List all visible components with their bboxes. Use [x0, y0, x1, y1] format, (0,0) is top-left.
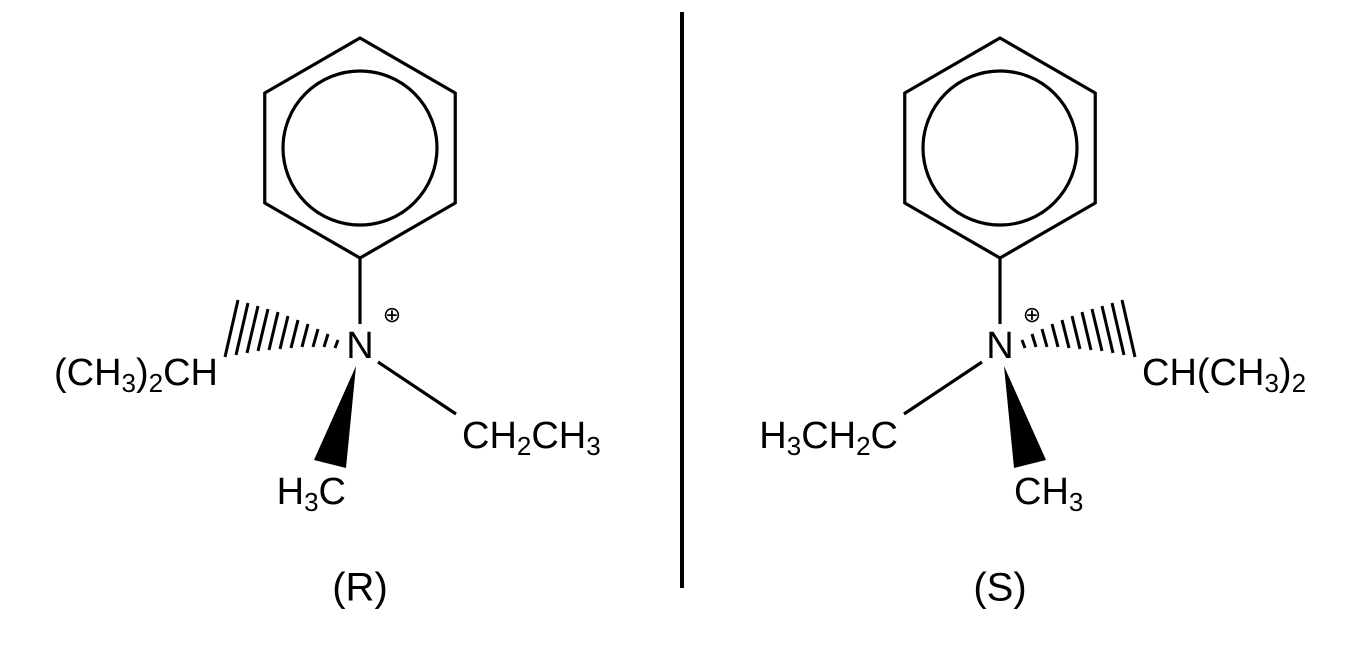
- nitrogen-label-left: N: [346, 325, 373, 367]
- methyl-label-left: H3C: [277, 471, 346, 517]
- solid-wedge-methyl-left: [314, 366, 356, 468]
- molecule-right: N ⊕ CH(CH3)2 H3CH2C CH3 (S): [759, 38, 1306, 610]
- methyl-label-right: CH3: [1014, 471, 1083, 517]
- hash-wedge-left-isopropyl: [225, 300, 338, 357]
- molecule-left: N ⊕ (CH3)2CH CH2CH3 H: [54, 38, 601, 610]
- stereo-label-right: (S): [973, 566, 1026, 610]
- stereo-label-left: (R): [332, 566, 388, 610]
- ethyl-label-left: CH2CH3: [462, 415, 601, 461]
- benzene-ring-circle-right: [923, 71, 1077, 225]
- isopropyl-label-right: CH(CH3)2: [1142, 352, 1306, 398]
- bond-ethyl-right: [904, 362, 982, 414]
- charge-plus-left: ⊕: [383, 302, 401, 327]
- charge-plus-right: ⊕: [1023, 302, 1041, 327]
- bond-ethyl-left: [378, 362, 456, 414]
- solid-wedge-methyl-right: [1004, 366, 1046, 468]
- benzene-ring-circle-left: [283, 71, 437, 225]
- ethyl-label-right: H3CH2C: [759, 415, 898, 461]
- nitrogen-label-right: N: [986, 325, 1013, 367]
- isopropyl-label-left: (CH3)2CH: [54, 352, 218, 398]
